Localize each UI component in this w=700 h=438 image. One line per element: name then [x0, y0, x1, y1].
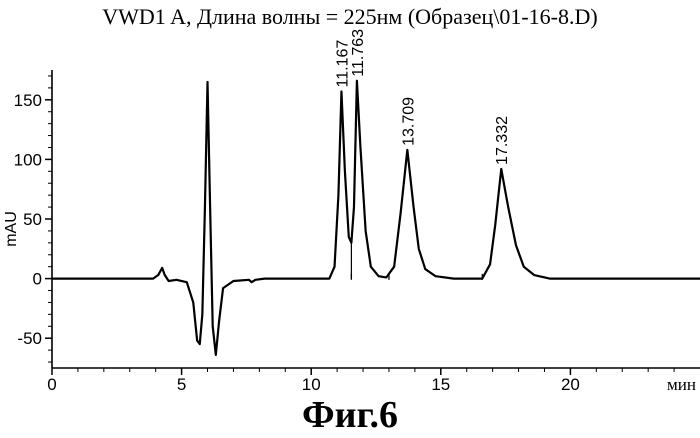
axes: -50 0 50 100 150 0 5 10 15 20 мин mAU [3, 70, 700, 394]
x-tick-label: 5 [177, 375, 186, 394]
peak-label: 13.709 [400, 97, 417, 146]
y-tick-label: 50 [23, 210, 42, 229]
peak-label: 11.167 [334, 40, 351, 88]
x-axis-label: мин [667, 375, 696, 394]
x-tick-label: 10 [302, 375, 321, 394]
y-tick-label: 0 [33, 270, 42, 289]
y-tick-label: -50 [17, 329, 42, 348]
figure-caption: Фиг.6 [301, 394, 398, 436]
x-tick-label: 20 [561, 375, 580, 394]
x-tick-label: 0 [47, 375, 56, 394]
x-tick-label: 15 [431, 375, 450, 394]
y-tick-label: 100 [14, 150, 42, 169]
series-layer [52, 79, 700, 356]
chart-title: VWD1 A, Длина волны = 225нм (Образец\01-… [102, 4, 598, 29]
y-tick-label: 150 [14, 91, 42, 110]
peak-label: 11.763 [350, 29, 367, 77]
peak-label: 17.332 [494, 116, 511, 165]
chromatogram-trace [52, 79, 700, 356]
y-axis-label: mAU [3, 211, 20, 247]
